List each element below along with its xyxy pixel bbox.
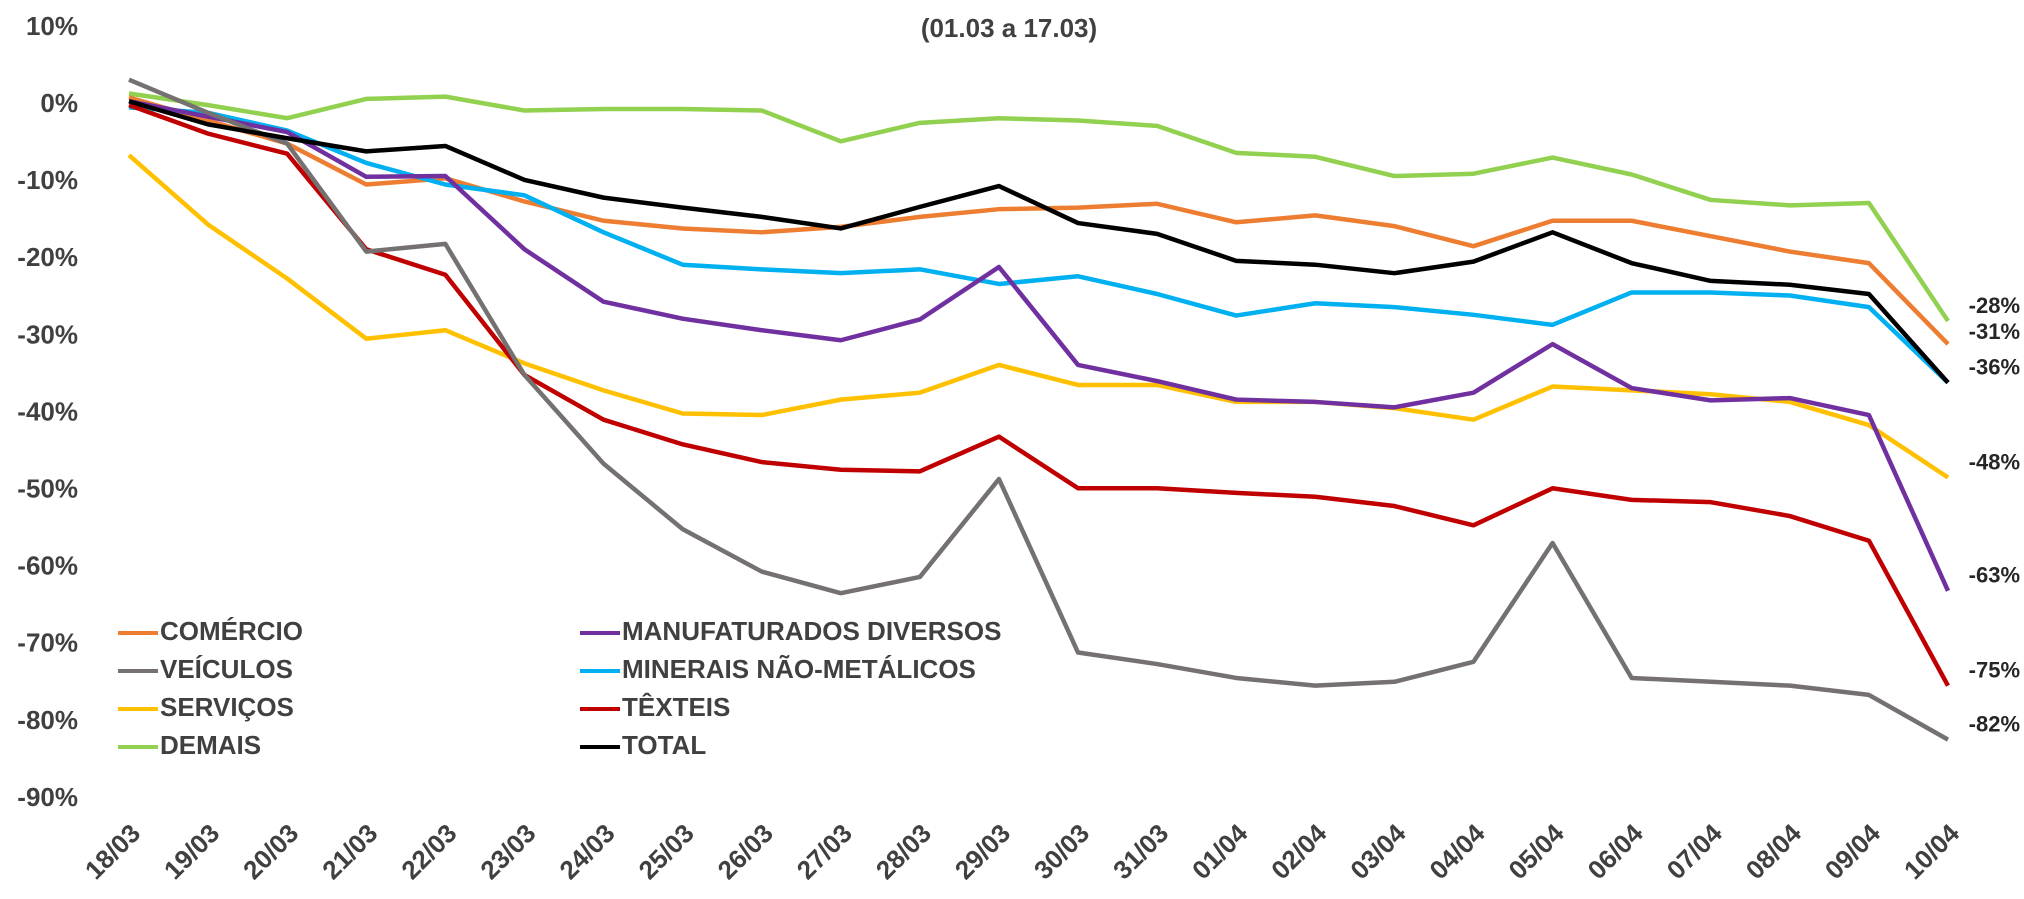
series-line [128, 102, 1950, 687]
y-tick-label: -20% [17, 242, 78, 272]
value-label: -36% [1969, 354, 2020, 379]
x-tick-label: 28/03 [870, 818, 937, 885]
legend-label: MANUFATURADOS DIVERSOS [622, 616, 1001, 646]
value-label: -82% [1969, 711, 2020, 736]
legend-label: VEÍCULOS [160, 654, 293, 684]
series-line [128, 105, 1950, 385]
x-tick-label: 25/03 [632, 818, 699, 885]
x-tick-label: 07/04 [1661, 818, 1729, 886]
y-tick-label: -80% [17, 705, 78, 735]
y-tick-label: 10% [26, 11, 78, 41]
series-line [128, 99, 1951, 592]
x-tick-label: 27/03 [791, 818, 858, 885]
chart-subtitle: (01.03 a 17.03) [921, 13, 1097, 43]
x-tick-label: 02/04 [1265, 818, 1333, 886]
legend-label: COMÉRCIO [160, 616, 303, 646]
y-tick-label: -30% [17, 319, 78, 349]
x-tick-label: 24/03 [553, 818, 620, 885]
x-tick-label: 05/04 [1502, 818, 1570, 886]
value-label: -28% [1969, 293, 2020, 318]
y-tick-label: -60% [17, 551, 78, 581]
x-tick-label: 06/04 [1582, 818, 1650, 886]
value-label: -75% [1969, 657, 2020, 682]
legend-label: DEMAIS [160, 730, 261, 760]
y-tick-label: 0% [40, 88, 78, 118]
legend-label: TÊXTEIS [622, 692, 730, 722]
series-line [128, 91, 1950, 323]
x-tick-label: 21/03 [316, 818, 383, 885]
x-tick-label: 19/03 [158, 818, 225, 885]
y-tick-label: -70% [17, 628, 78, 658]
x-tick-label: 18/03 [79, 818, 146, 885]
x-tick-label: 31/03 [1107, 818, 1174, 885]
legend-label: MINERAIS NÃO-METÁLICOS [622, 654, 976, 684]
x-tick-label: 22/03 [395, 818, 462, 885]
y-tick-label: -90% [17, 782, 78, 812]
y-tick-label: -40% [17, 396, 78, 426]
x-tick-label: 08/04 [1740, 818, 1808, 886]
x-tick-label: 04/04 [1423, 818, 1491, 886]
x-tick-label: 03/04 [1344, 818, 1412, 886]
x-tick-label: 30/03 [1028, 818, 1095, 885]
series-line [128, 77, 1950, 742]
x-tick-label: 26/03 [712, 818, 779, 885]
x-tick-label: 29/03 [949, 818, 1016, 885]
series-line [128, 99, 1950, 385]
legend-label: TOTAL [622, 730, 706, 760]
y-tick-label: -10% [17, 165, 78, 195]
x-tick-label: 09/04 [1819, 818, 1887, 886]
series-line [128, 95, 1950, 346]
value-label: -31% [1969, 319, 2020, 344]
x-tick-label: 23/03 [474, 818, 541, 885]
y-tick-label: -50% [17, 473, 78, 503]
x-tick-label: 01/04 [1186, 818, 1254, 886]
value-label: -48% [1969, 449, 2020, 474]
x-tick-label: 10/04 [1898, 818, 1966, 886]
x-tick-label: 20/03 [237, 818, 304, 885]
value-label: -63% [1969, 563, 2020, 588]
legend-label: SERVIÇOS [160, 692, 294, 722]
